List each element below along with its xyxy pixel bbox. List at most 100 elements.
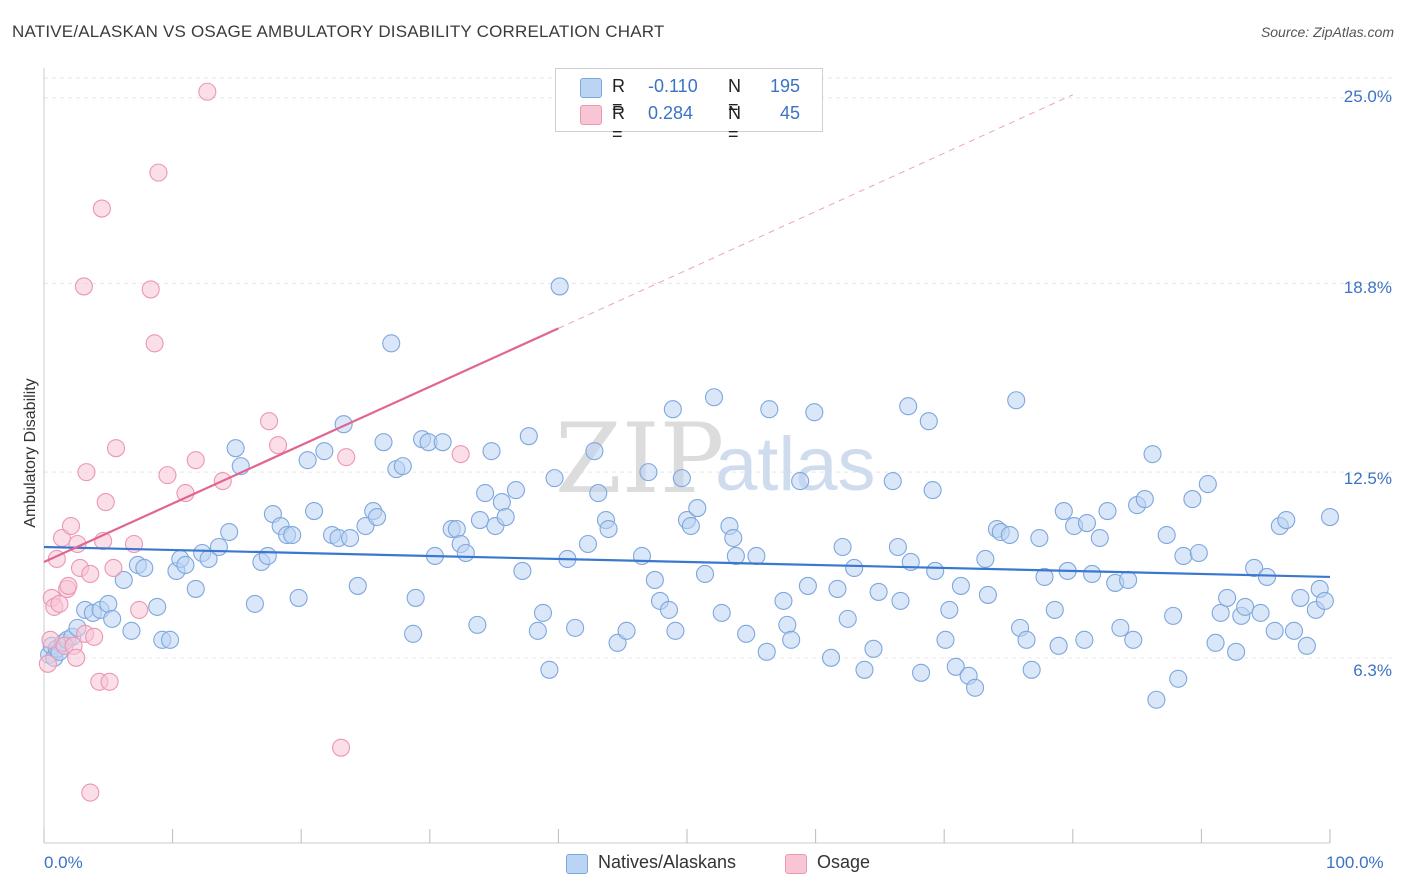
natives-point-64	[468, 615, 487, 634]
natives-point-104	[726, 546, 745, 566]
natives-point-112	[791, 472, 810, 491]
natives-point-179	[1236, 597, 1255, 616]
natives-point-156	[1083, 564, 1102, 584]
osage-point-9	[59, 576, 78, 595]
natives-point-70	[496, 507, 515, 527]
natives-point-72	[513, 561, 532, 581]
natives-point-103	[724, 528, 743, 548]
natives-point-55	[406, 588, 425, 607]
natives-point-71	[506, 481, 526, 500]
osage-point-40	[332, 738, 351, 757]
watermark-zip: ZIP	[555, 403, 724, 515]
osage-point-25	[100, 672, 119, 691]
y-tick-25: 25.0%	[1343, 87, 1392, 106]
natives-point-15	[122, 621, 141, 640]
osage-point-39	[269, 436, 288, 455]
natives-point-105	[737, 624, 756, 643]
y-tick-6-3: 6.3%	[1353, 661, 1392, 680]
natives-point-154	[1075, 630, 1094, 649]
osage-point-27	[106, 439, 126, 458]
correlation-legend: R = -0.110 N = 195 R = 0.284 N = 45	[555, 68, 823, 144]
natives-point-146	[1022, 660, 1041, 679]
natives-point-99	[695, 564, 715, 584]
natives-point-137	[966, 678, 985, 697]
y-tick-18-8: 18.8%	[1343, 278, 1392, 297]
natives-point-188	[1297, 636, 1316, 655]
natives-point-23	[176, 555, 195, 575]
natives-point-106	[747, 546, 766, 566]
osage-point-12	[67, 648, 86, 667]
natives-point-165	[1143, 445, 1162, 464]
natives-point-138	[976, 549, 995, 569]
natives-point-158	[1098, 502, 1117, 521]
bottom-legend-swatch-blue	[566, 854, 588, 874]
natives-point-97	[681, 516, 700, 536]
natives-point-94	[666, 621, 685, 640]
natives-point-155	[1077, 513, 1096, 533]
osage-point-32	[149, 163, 168, 182]
natives-point-185	[1277, 510, 1296, 530]
osage-point-36	[198, 82, 217, 101]
natives-point-63	[456, 543, 475, 563]
natives-point-182	[1257, 567, 1277, 587]
natives-point-61	[447, 519, 466, 539]
osage-point-41	[337, 448, 356, 467]
natives-point-89	[639, 463, 658, 482]
natives-point-29	[226, 439, 245, 458]
source-label: Source: ZipAtlas.com	[1260, 24, 1394, 40]
natives-point-164	[1135, 490, 1154, 509]
natives-point-111	[782, 630, 801, 649]
natives-point-149	[1045, 600, 1064, 619]
natives-point-183	[1265, 621, 1284, 640]
osage-point-42	[451, 445, 470, 464]
natives-point-162	[1124, 630, 1143, 649]
natives-point-180	[1245, 558, 1264, 578]
watermark-atlas: atlas	[715, 422, 876, 507]
natives-point-90	[645, 570, 664, 589]
osage-point-26	[104, 558, 123, 578]
natives-point-67	[482, 442, 501, 461]
legend-r-value: -0.110	[648, 76, 698, 96]
natives-point-75	[533, 603, 553, 622]
osage-point-10	[61, 516, 81, 536]
natives-point-192	[1320, 507, 1340, 527]
osage-point-38	[259, 412, 279, 431]
osage-point-34	[176, 484, 195, 503]
natives-point-77	[545, 469, 564, 488]
natives-point-191	[1315, 591, 1334, 610]
natives-point-110	[778, 615, 797, 634]
legend-r-label: R =	[612, 103, 625, 144]
natives-point-129	[919, 412, 938, 431]
natives-point-143	[1007, 391, 1026, 410]
natives-point-78	[550, 277, 569, 296]
natives-trend-line	[43, 545, 1331, 579]
natives-point-170	[1174, 546, 1193, 566]
natives-point-123	[883, 472, 902, 491]
natives-point-38	[289, 588, 308, 607]
natives-point-130	[923, 481, 942, 500]
natives-point-74	[528, 621, 547, 640]
osage-point-15	[74, 277, 93, 296]
natives-point-157	[1090, 528, 1109, 548]
natives-point-113	[798, 576, 817, 595]
chart-title: NATIVE/ALASKAN VS OSAGE AMBULATORY DISAB…	[12, 22, 665, 41]
natives-point-37	[283, 525, 302, 545]
bottom-legend-label-osage: Osage	[817, 852, 871, 872]
natives-point-95	[672, 469, 691, 488]
natives-point-171	[1183, 490, 1202, 509]
legend-r-value: 0.284	[648, 103, 694, 123]
natives-point-126	[899, 397, 918, 416]
natives-point-175	[1211, 603, 1230, 622]
natives-point-176	[1218, 588, 1237, 607]
natives-point-135	[951, 576, 970, 595]
osage-point-35	[186, 451, 205, 470]
legend-r-label: R =	[612, 76, 625, 117]
legend-n-label: N =	[728, 103, 741, 144]
natives-point-107	[757, 642, 776, 661]
osage-point-31	[145, 334, 164, 353]
natives-point-39	[298, 451, 317, 470]
natives-point-125	[891, 591, 910, 610]
y-tick-12-5: 12.5%	[1343, 469, 1392, 488]
natives-point-53	[393, 457, 412, 476]
osage-trend-line	[43, 327, 559, 563]
